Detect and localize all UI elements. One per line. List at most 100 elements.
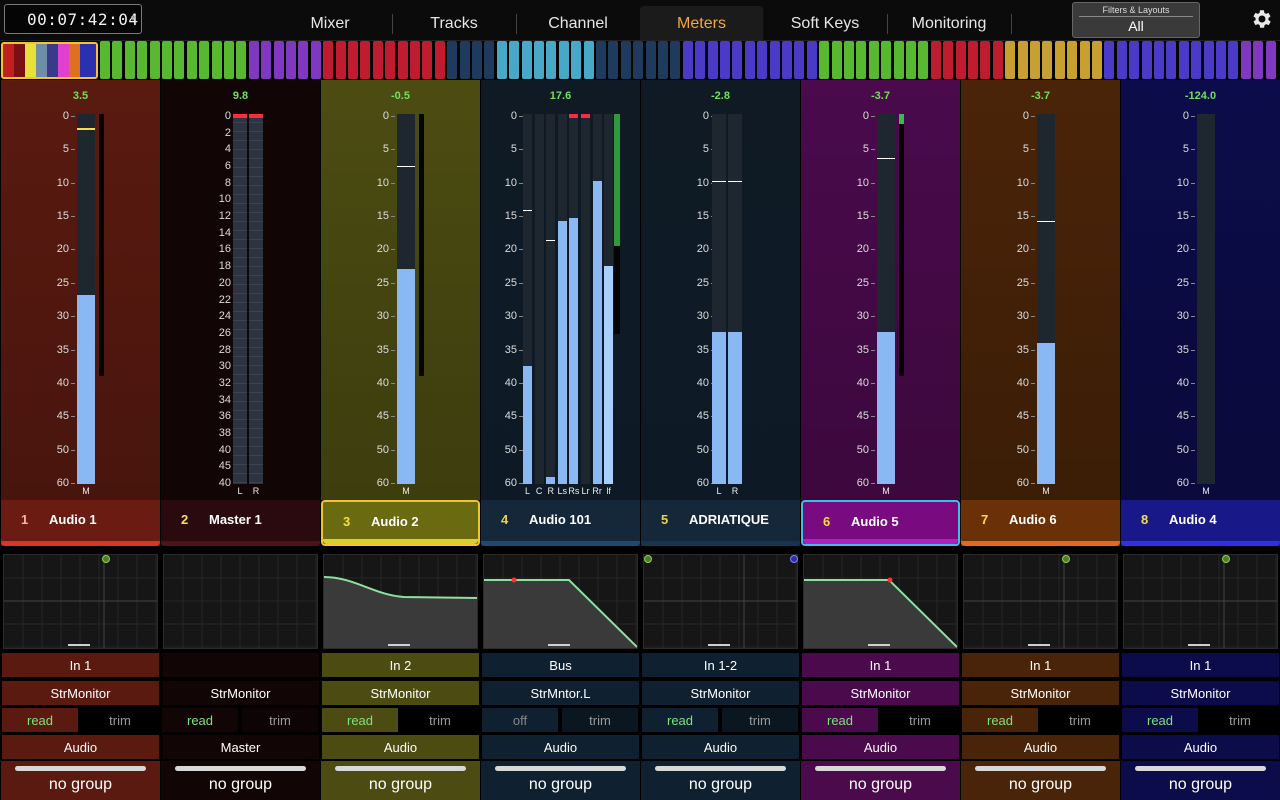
track-color-block[interactable] [806,41,817,79]
track-name-button[interactable]: 7 Audio 6 [961,500,1120,546]
track-color-block[interactable] [298,41,309,79]
output-selector[interactable]: StrMonitor [1121,680,1280,706]
track-color-block[interactable] [930,41,941,79]
output-selector[interactable]: StrMonitor [961,680,1120,706]
group-selector[interactable]: no group [961,761,1120,800]
group-selector[interactable]: no group [641,761,800,800]
track-color-block[interactable] [112,41,123,79]
track-color-block[interactable] [831,41,842,79]
track-color-block[interactable] [608,41,619,79]
track-color-block[interactable] [521,41,532,79]
track-color-block[interactable] [893,41,904,79]
track-color-block[interactable] [149,41,160,79]
track-color-block[interactable] [1141,41,1152,79]
track-color-block[interactable] [323,41,334,79]
track-color-block[interactable] [1030,41,1040,79]
automation-mode-button[interactable]: read [961,707,1039,733]
track-color-block[interactable] [410,41,420,79]
track-color-block[interactable] [434,41,445,79]
track-color-block[interactable] [1203,41,1214,79]
track-color-block[interactable] [335,41,346,79]
track-color-block[interactable] [955,41,966,79]
track-color-block[interactable] [273,41,284,79]
track-color-block[interactable] [534,41,544,79]
group-selector[interactable]: no group [801,761,960,800]
group-selector[interactable]: no group [161,761,320,800]
chevron-down-icon[interactable]: ▼ [129,14,137,23]
tab-tracks[interactable]: Tracks [430,15,478,32]
track-type-label[interactable]: Audio [481,734,640,760]
output-selector[interactable]: StrMntor.L [481,680,640,706]
track-selector-strip[interactable] [0,41,1280,79]
track-color-block[interactable] [1178,41,1189,79]
track-color-block[interactable] [422,41,433,79]
input-selector[interactable]: In 1 [801,652,960,678]
tab-monitoring[interactable]: Monitoring [911,15,987,32]
track-overview-window[interactable] [1,42,98,79]
track-color-block[interactable] [248,41,259,79]
group-selector[interactable]: no group [1121,761,1280,800]
track-type-label[interactable]: Audio [961,734,1120,760]
track-color-block[interactable] [1092,41,1102,79]
track-type-label[interactable]: Audio [1121,734,1280,760]
track-color-block[interactable] [1042,41,1053,79]
tab-meters[interactable]: Meters [640,6,763,40]
track-color-block[interactable] [1017,41,1028,79]
track-name-button[interactable]: 3 Audio 2 [321,500,480,546]
track-color-block[interactable] [1154,41,1164,79]
track-color-block[interactable] [236,41,247,79]
eq-node-handle[interactable] [102,555,110,563]
input-selector[interactable]: In 2 [321,652,480,678]
track-color-block[interactable] [844,41,854,79]
track-color-block[interactable] [1265,41,1276,79]
track-color-block[interactable] [744,41,755,79]
timecode-display[interactable]: 00:07:42:04 ▼ [4,4,142,34]
track-color-block[interactable] [682,41,693,79]
track-color-block[interactable] [757,41,768,79]
automation-mode-button[interactable]: off [481,707,559,733]
eq-node-handle[interactable] [1062,555,1070,563]
track-color-block[interactable] [174,41,185,79]
automation-mode-button[interactable]: read [321,707,399,733]
track-name-button[interactable]: 1 Audio 1 [1,500,160,546]
track-name-button[interactable]: 4 Audio 101 [481,500,640,546]
trim-button[interactable]: trim [81,707,159,733]
group-selector[interactable]: no group [481,761,640,800]
track-color-block[interactable] [124,41,135,79]
output-selector[interactable]: StrMonitor [1,680,160,706]
output-selector[interactable]: StrMonitor [161,680,320,706]
trim-button[interactable]: trim [1041,707,1119,733]
filters-layouts-button[interactable]: Filters & Layouts All [1072,2,1200,38]
track-color-block[interactable] [645,41,656,79]
track-color-block[interactable] [620,41,631,79]
eq-graph[interactable] [483,554,638,649]
input-selector[interactable]: In 1 [1,652,160,678]
eq-node-handle[interactable] [644,555,652,563]
track-color-block[interactable] [968,41,978,79]
track-color-block[interactable] [137,41,148,79]
track-color-block[interactable] [1104,41,1115,79]
track-color-block[interactable] [720,41,730,79]
track-type-label[interactable]: Audio [1,734,160,760]
track-color-block[interactable] [1067,41,1078,79]
trim-button[interactable]: trim [561,707,639,733]
track-color-block[interactable] [348,41,358,79]
track-type-label[interactable]: Master [161,734,320,760]
track-color-block[interactable] [670,41,681,79]
trim-button[interactable]: trim [1201,707,1279,733]
eq-graph[interactable] [163,554,318,649]
trim-button[interactable]: trim [881,707,959,733]
track-color-block[interactable] [459,41,470,79]
group-selector[interactable]: no group [1,761,160,800]
track-color-block[interactable] [509,41,520,79]
track-color-block[interactable] [881,41,892,79]
track-color-block[interactable] [658,41,668,79]
track-name-button[interactable]: 6 Audio 5 [801,500,960,546]
track-color-block[interactable] [868,41,879,79]
track-color-block[interactable] [472,41,482,79]
tab-channel[interactable]: Channel [548,15,608,32]
group-selector[interactable]: no group [321,761,480,800]
track-color-block[interactable] [583,41,594,79]
eq-graph[interactable] [1123,554,1278,649]
track-color-block[interactable] [1079,41,1090,79]
